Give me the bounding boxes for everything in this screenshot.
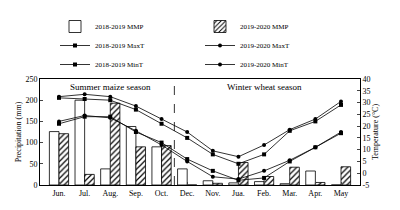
svg-text:20: 20	[363, 122, 371, 131]
svg-text:Aug.: Aug.	[102, 189, 118, 198]
svg-text:2019-2020 MinT: 2019-2020 MinT	[240, 61, 289, 69]
svg-text:5: 5	[363, 157, 367, 166]
svg-text:-5: -5	[363, 181, 370, 190]
svg-text:May: May	[334, 189, 349, 198]
svg-text:Summer maize season: Summer maize season	[70, 82, 151, 92]
svg-text:0: 0	[363, 169, 367, 178]
svg-text:30: 30	[363, 98, 371, 107]
svg-text:0: 0	[33, 181, 37, 190]
svg-text:150: 150	[25, 117, 37, 126]
svg-text:10: 10	[363, 145, 371, 154]
svg-text:Precipitation (mm): Precipitation (mm)	[14, 101, 23, 162]
svg-text:50: 50	[29, 160, 37, 169]
svg-text:Sep.: Sep.	[129, 189, 143, 198]
svg-text:200: 200	[25, 96, 37, 105]
svg-text:Temperature (°C): Temperature (°C)	[371, 104, 380, 161]
svg-text:2018-2019 MaxT: 2018-2019 MaxT	[95, 42, 145, 50]
svg-text:15: 15	[363, 134, 371, 143]
svg-text:Apr.: Apr.	[308, 189, 322, 198]
svg-text:2018-2019 MinT: 2018-2019 MinT	[95, 61, 144, 69]
svg-text:Dec.: Dec.	[180, 189, 195, 198]
svg-text:2018-2019 MMP: 2018-2019 MMP	[95, 23, 144, 31]
svg-text:250: 250	[25, 75, 37, 84]
svg-text:25: 25	[363, 110, 371, 119]
svg-text:2019-2020 MaxT: 2019-2020 MaxT	[240, 42, 290, 50]
svg-text:Jun.: Jun.	[52, 189, 65, 198]
svg-text:35: 35	[363, 87, 371, 96]
svg-text:Mar.: Mar.	[282, 189, 297, 198]
svg-text:Jua.: Jua.	[232, 189, 245, 198]
svg-text:40: 40	[363, 75, 371, 84]
svg-text:2019-2020 MMP: 2019-2020 MMP	[240, 23, 289, 31]
svg-text:Feb.: Feb.	[257, 189, 271, 198]
svg-text:Oct.: Oct.	[155, 189, 169, 198]
svg-text:100: 100	[25, 138, 37, 147]
svg-text:Nov.: Nov.	[205, 189, 220, 198]
svg-text:Jul.: Jul.	[79, 189, 90, 198]
svg-text:Winter wheat season: Winter wheat season	[227, 82, 302, 92]
